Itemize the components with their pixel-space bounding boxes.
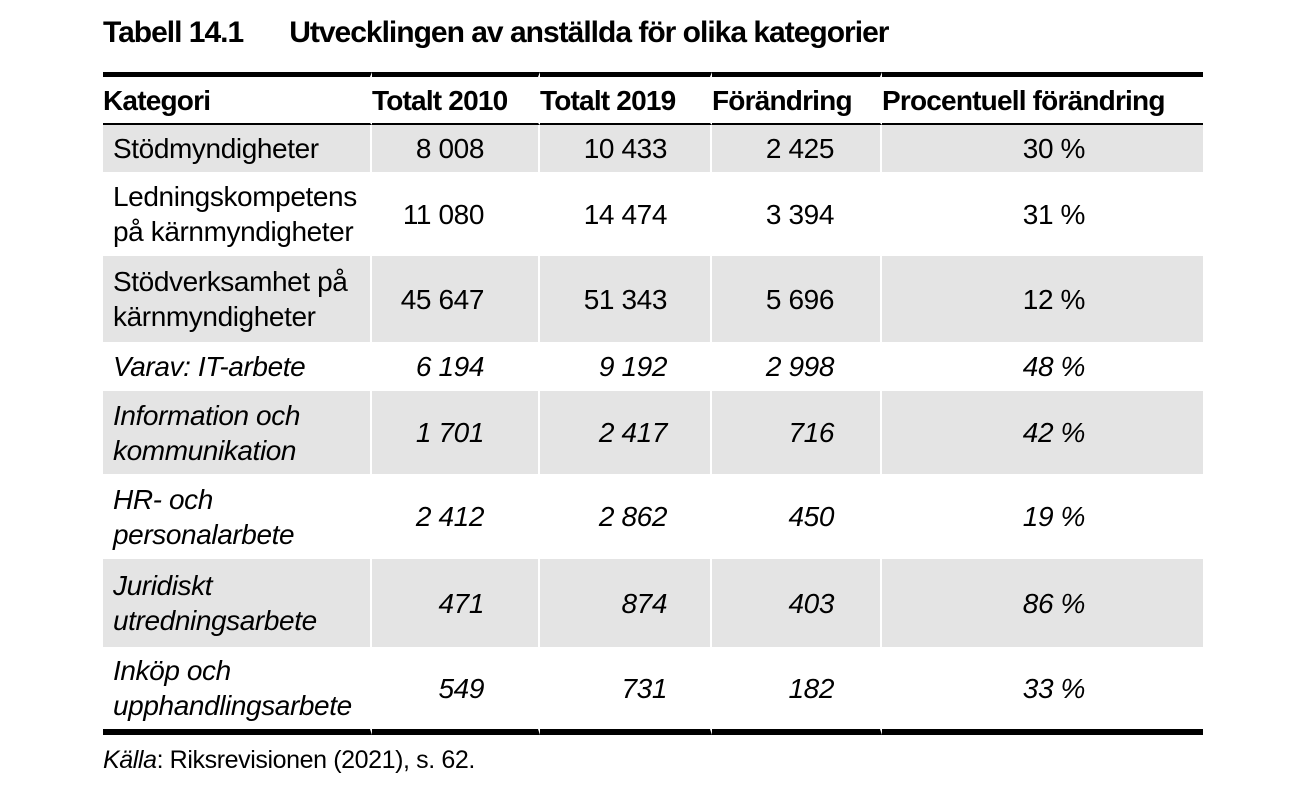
cell-totalt-2010: 471	[372, 559, 540, 647]
cell-forandring: 3 394	[712, 172, 882, 256]
cell-procentuell-forandring: 33 %	[882, 647, 1203, 735]
source-text: : Riksrevisionen (2021), s. 62.	[156, 746, 476, 774]
cell-procentuell-forandring: 48 %	[1022, 351, 1086, 382]
page-title: Tabell 14.1 Utvecklingen av anställda fö…	[103, 16, 889, 50]
table-number: Tabell 14.1	[103, 16, 244, 49]
table-row: Ledningskompetens på kärnmyndigheter 11 …	[103, 172, 1203, 256]
cell-totalt-2010: 1 701	[372, 391, 540, 474]
cell-procentuell-forandring: 30 %	[882, 125, 1203, 172]
cell-kategori: Ledningskompetens på kärnmyndigheter	[103, 172, 372, 256]
cell-forandring: 5 696	[712, 256, 882, 342]
employees-table: Kategori Totalt 2010 Totalt 2019 Förändr…	[103, 72, 1203, 735]
cell-totalt-2019: 10 433	[540, 125, 712, 172]
cell-totalt-2010: 549	[372, 647, 540, 735]
cell-totalt-2019: 731	[540, 647, 712, 735]
column-header-totalt-2019: Totalt 2019	[540, 72, 712, 125]
cell-totalt-2010: 45 647	[372, 256, 540, 342]
cell-totalt-2010: 8 008	[372, 125, 540, 172]
cell-kategori: Varav: IT-arbete	[103, 342, 372, 391]
table-row: Information och kommunikation 1 701 2 41…	[103, 391, 1203, 474]
cell-totalt-2010: 6 194	[372, 342, 540, 391]
cell-kategori: Stödverksamhet på kärnmyndigheter	[103, 256, 372, 342]
table-row: Stödmyndigheter 8 008 10 433 2 425 30 %	[103, 125, 1203, 172]
table-row: Juridiskt utredningsarbete 471 874 403 8…	[103, 559, 1203, 647]
cell-procentuell-forandring: 31 %	[1022, 198, 1086, 230]
cell-totalt-2019: 51 343	[540, 256, 712, 342]
cell-procentuell-forandring: 42 %	[882, 391, 1203, 474]
cell-totalt-2019: 874	[540, 559, 712, 647]
cell-totalt-2019: 14 474	[540, 172, 712, 256]
table-row: Stödverksamhet på kärnmyndigheter 45 647…	[103, 256, 1203, 342]
table-row: Varav: IT-arbete 6 194 9 192 2 998 48 %	[103, 342, 1203, 391]
cell-totalt-2019: 9 192	[540, 342, 712, 391]
column-header-totalt-2010: Totalt 2010	[372, 72, 540, 125]
cell-totalt-2019: 2 862	[540, 474, 712, 559]
column-header-forandring: Förändring	[712, 72, 882, 125]
table-header-row: Kategori Totalt 2010 Totalt 2019 Förändr…	[103, 72, 1203, 125]
table-row: Inköp och upphandlingsarbete 549 731 182…	[103, 647, 1203, 735]
cell-kategori: Juridiskt utredningsarbete	[103, 559, 372, 647]
table-row: HR- och personalarbete 2 412 2 862 450 1…	[103, 474, 1203, 559]
cell-kategori: Stödmyndigheter	[103, 125, 372, 172]
cell-kategori: Inköp och upphandlingsarbete	[103, 647, 372, 735]
cell-kategori: Information och kommunikation	[103, 391, 372, 474]
source-note: Källa: Riksrevisionen (2021), s. 62.	[103, 746, 475, 775]
cell-kategori: HR- och personalarbete	[103, 474, 372, 559]
cell-forandring: 182	[712, 647, 882, 735]
cell-forandring: 2 998	[712, 342, 882, 391]
cell-forandring: 716	[712, 391, 882, 474]
cell-procentuell-forandring: 86 %	[882, 559, 1203, 647]
cell-totalt-2010: 2 412	[372, 474, 540, 559]
column-header-kategori: Kategori	[103, 72, 372, 125]
cell-procentuell-forandring: 19 %	[1022, 501, 1086, 532]
column-header-procentuell-forandring: Procentuell förändring	[882, 72, 1203, 125]
cell-procentuell-forandring: 12 %	[882, 256, 1203, 342]
cell-totalt-2019: 2 417	[540, 391, 712, 474]
cell-forandring: 2 425	[712, 125, 882, 172]
table-title-text: Utvecklingen av anställda för olika kate…	[289, 16, 889, 49]
cell-forandring: 403	[712, 559, 882, 647]
cell-totalt-2010: 11 080	[372, 172, 540, 256]
cell-forandring: 450	[712, 474, 882, 559]
source-label: Källa	[103, 746, 157, 774]
